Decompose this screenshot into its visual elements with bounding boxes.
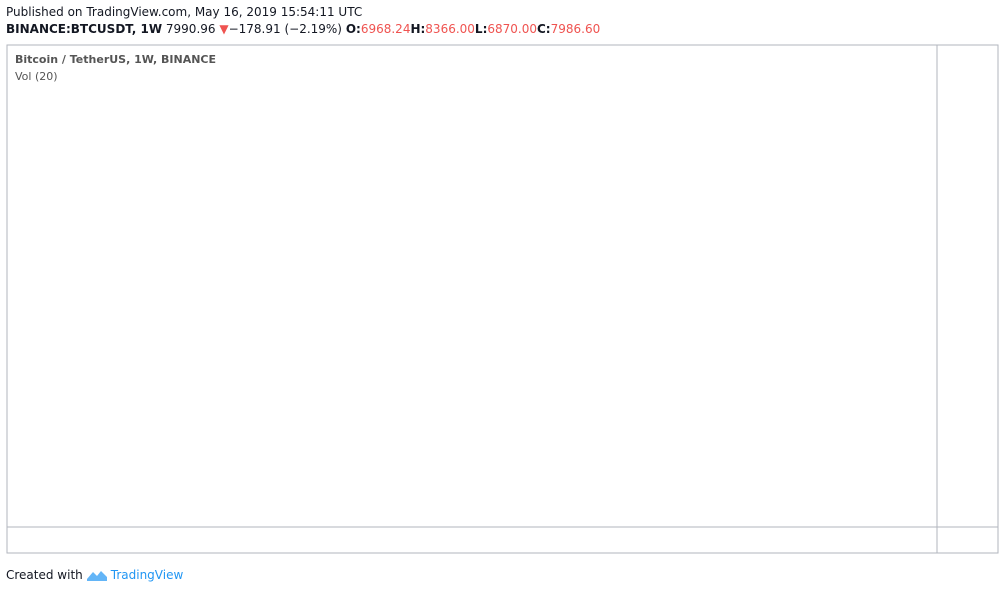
ohlc-label: C: [537, 22, 551, 36]
ohlc-label: H: [410, 22, 426, 36]
footer: Created with TradingView [6, 568, 183, 582]
published-line: Published on TradingView.com, May 16, 20… [6, 5, 363, 19]
ohlc-label: L: [474, 22, 488, 36]
volume-label: Vol (20) [15, 70, 58, 83]
chart: Bitcoin / TetherUS, 1W, BINANCE Vol (20) [6, 44, 999, 554]
ohlc-label: O: [345, 22, 361, 36]
ohlc-value: 7986.60 [550, 22, 601, 36]
ohlc-value: 8366.00 [425, 22, 475, 36]
legend-line: BINANCE:BTCUSDT, 1W 7990.96 ▼−178.91 (−2… [6, 22, 600, 36]
chart-title: Bitcoin / TetherUS, 1W, BINANCE [15, 53, 216, 66]
logo [86, 571, 107, 581]
frame [6, 44, 999, 554]
arrow: ▼ [219, 22, 229, 36]
brand[interactable]: TradingView [110, 568, 184, 582]
ohlc-value: 6870.00 [487, 22, 537, 36]
last: 7990.96 [165, 22, 216, 36]
ohlc: O:6968.24H:8366.00L:6870.00C:7986.60 [346, 22, 600, 36]
symbol: BINANCE:BTCUSDT, 1W [6, 22, 163, 36]
created-with: Created with [6, 568, 83, 582]
change: −178.91 (−2.19%) [228, 22, 342, 36]
ohlc-value: 6968.24 [360, 22, 411, 36]
